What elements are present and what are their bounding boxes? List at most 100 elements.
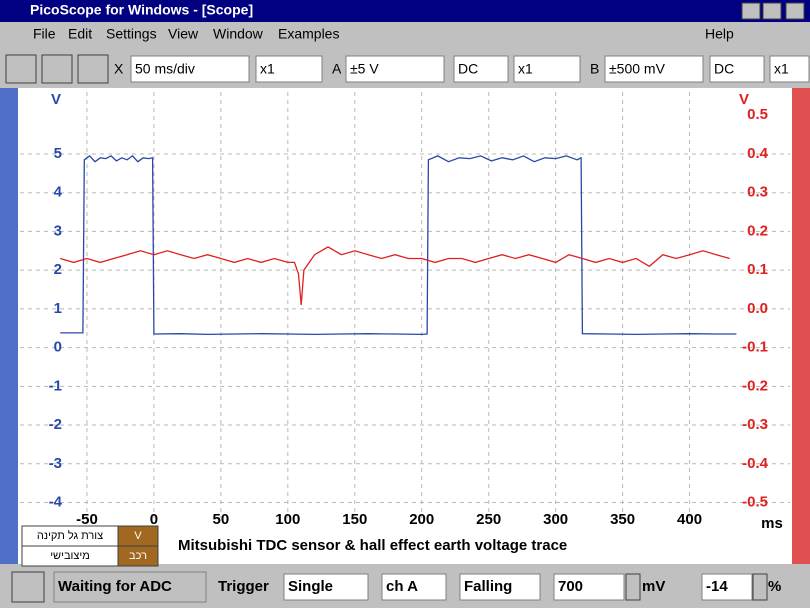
y-tick-label: 4 — [54, 184, 63, 201]
combo[interactable] — [709, 55, 765, 83]
y2-tick-label: 0.0 — [747, 300, 768, 317]
label: X — [114, 61, 124, 77]
combo[interactable] — [345, 55, 445, 83]
y-tick-label: -4 — [49, 493, 63, 510]
legend-text: צורת גל תקינה — [37, 529, 103, 542]
status-bar: Waiting for ADC Trigger Single ch A Fall… — [11, 571, 781, 603]
combo-text: Falling — [464, 578, 512, 595]
menu-item[interactable]: Edit — [68, 26, 92, 42]
spin-box[interactable] — [701, 573, 753, 601]
menu-item[interactable]: Help — [705, 26, 734, 42]
combo-text: DC — [458, 61, 478, 77]
left-scrollbar[interactable] — [0, 88, 18, 564]
combo-text: 50 ms/div — [135, 61, 195, 77]
legend-panel: צורת גל תקינה V מיצובישי רכב — [21, 525, 159, 567]
spin-text: 700 — [558, 578, 583, 595]
combo-text: ±5 V — [350, 61, 379, 77]
tool-button[interactable] — [77, 54, 109, 84]
plot-background — [18, 88, 792, 564]
y2-tick-label: 0.3 — [747, 184, 768, 201]
right-scrollbar[interactable] — [792, 88, 810, 564]
combo-text: ±500 mV — [609, 61, 666, 77]
combo-text: DC — [714, 61, 734, 77]
spin-button[interactable] — [625, 573, 641, 601]
x-tick-label: 150 — [342, 511, 367, 528]
spin-button[interactable] — [752, 573, 768, 601]
status-box — [53, 571, 207, 603]
minimize[interactable] — [741, 2, 761, 20]
label: Trigger — [218, 578, 269, 595]
x-tick-label: 300 — [543, 511, 568, 528]
combo[interactable] — [453, 55, 509, 83]
y2-tick-label: -0.3 — [742, 416, 768, 433]
spin-box[interactable] — [553, 573, 625, 601]
trace — [60, 155, 737, 336]
y2-tick-label: -0.2 — [742, 377, 768, 394]
combo-text: x1 — [774, 61, 789, 77]
combo[interactable] — [459, 573, 541, 601]
toolbar: X 50 ms/div x1 A ±5 V DC x1 B ±500 mV DC… — [5, 54, 810, 84]
legend-text: רכב — [129, 550, 147, 562]
window-title: PicoScope for Windows - [Scope] — [30, 2, 253, 18]
combo[interactable] — [381, 573, 447, 601]
menu-item[interactable]: View — [168, 26, 199, 42]
x-tick-label: 200 — [409, 511, 434, 528]
x-tick-label: 250 — [476, 511, 501, 528]
y-tick-label: 1 — [54, 300, 62, 317]
menu-item[interactable]: File — [33, 26, 56, 42]
tool-button[interactable] — [5, 54, 37, 84]
y2-tick-label: 0.5 — [747, 106, 768, 123]
combo-text: x1 — [260, 61, 275, 77]
y-tick-label: 2 — [54, 261, 62, 278]
x-tick-label: 0 — [150, 511, 158, 528]
legend-text: מיצובישי — [50, 550, 90, 562]
y-tick-label: 5 — [54, 145, 62, 162]
y2-tick-label: -0.5 — [742, 493, 768, 510]
y2-tick-label: 0.4 — [747, 145, 769, 162]
menu-item[interactable]: Settings — [106, 26, 157, 42]
y2-tick-label: -0.4 — [742, 455, 769, 472]
combo[interactable] — [283, 573, 369, 601]
caption: Mitsubishi TDC sensor & hall effect eart… — [178, 537, 567, 554]
y2-tick-label: 0.1 — [747, 261, 768, 278]
run-button[interactable] — [11, 571, 45, 603]
x-tick-label: 50 — [213, 511, 230, 528]
combo[interactable] — [604, 55, 704, 83]
y-tick-label: 0 — [54, 339, 62, 356]
menu-item[interactable]: Window — [213, 26, 264, 42]
combo-text: Single — [288, 578, 333, 595]
status-text: Waiting for ADC — [58, 578, 172, 595]
y-tick-label: 3 — [54, 222, 62, 239]
combo[interactable] — [130, 55, 250, 83]
combo-text: ch A — [386, 578, 418, 595]
legend-text: V — [134, 530, 142, 542]
y-axis-label: V — [51, 91, 61, 108]
combo-text: x1 — [518, 61, 533, 77]
combo[interactable] — [255, 55, 323, 83]
menu-item[interactable]: Examples — [278, 26, 339, 42]
x-tick-label: 350 — [610, 511, 635, 528]
x-tick-label: -50 — [76, 511, 98, 528]
plot: -50 0 50 100 150 200 250 300 350 400 -4 -3 -2 -1 0 1 2 3 4… — [20, 91, 790, 532]
close[interactable] — [785, 2, 805, 20]
label: B — [590, 61, 599, 77]
spin-text: -14 — [706, 578, 728, 595]
trace — [60, 246, 730, 306]
tool-button[interactable] — [41, 54, 73, 84]
y-tick-label: -2 — [49, 416, 62, 433]
maximize[interactable] — [762, 2, 782, 20]
y-tick-label: -3 — [49, 455, 62, 472]
menu-bar: File Edit Settings View Window Examples … — [33, 26, 734, 42]
x-tick-label: 100 — [275, 511, 300, 528]
y2-tick-label: 0.2 — [747, 222, 768, 239]
title-bar — [0, 0, 810, 22]
label: A — [332, 61, 342, 77]
combo[interactable] — [513, 55, 581, 83]
combo[interactable] — [769, 55, 810, 83]
unit: % — [768, 578, 781, 595]
x-tick-label: 400 — [677, 511, 702, 528]
unit: mV — [642, 578, 665, 595]
y2-axis-label: V — [739, 91, 749, 108]
x-axis-label: ms — [761, 515, 783, 532]
